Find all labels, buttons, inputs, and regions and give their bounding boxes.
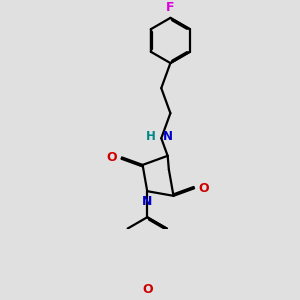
Text: N: N [142, 195, 152, 208]
Text: O: O [106, 151, 117, 164]
Text: N: N [163, 130, 173, 143]
Text: O: O [199, 182, 209, 195]
Text: H: H [146, 130, 156, 143]
Text: F: F [166, 1, 175, 14]
Text: O: O [142, 283, 152, 296]
